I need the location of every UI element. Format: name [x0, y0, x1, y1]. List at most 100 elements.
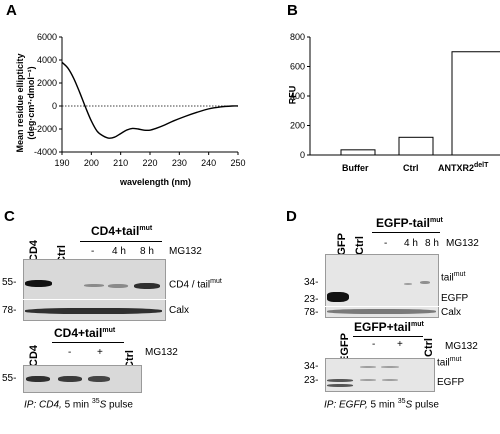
panel-b-ytick-label: 400	[290, 91, 305, 101]
panel-c-top-treat-2: 8 h	[140, 246, 154, 257]
panel-c-blot-divider	[23, 299, 166, 300]
panel-d-caption-iso: 35	[397, 398, 406, 405]
panel-a-xtick-label: 230	[172, 158, 187, 168]
panel-d-top-band-label-0: tailmut	[441, 271, 465, 283]
panel-b-ytick-label: 200	[290, 121, 305, 131]
panel-b-label: B	[287, 2, 298, 19]
panel-a-ytick-label: -4000	[34, 147, 57, 157]
panel-a-xtick-label: 210	[113, 158, 128, 168]
panel-d-top-group-sup: mut	[430, 217, 443, 224]
panel-d-band-tail-1	[404, 283, 412, 285]
panel-c-top-mw-78: 78-	[2, 305, 17, 316]
panel-a-ytick-label: 2000	[37, 78, 57, 88]
panel-d-bottom-group-text: EGFP+tail	[354, 320, 412, 334]
panel-c-bottom-group-sup: mut	[102, 327, 116, 334]
panel-c-bottom-band-1	[26, 376, 50, 382]
panel-c-top-mw-55: 55-	[2, 277, 17, 288]
panel-d-top-lane-ctrl: Ctrl	[354, 236, 366, 255]
panel-a-ytick-label: 0	[52, 101, 57, 111]
panel-b-xlabel-2: ANTXR2delT	[438, 162, 488, 173]
panel-c-top-band-label-0-sup: mut	[210, 278, 222, 285]
panel-d-band-egfp	[327, 292, 349, 302]
panel-c-band-cd4	[25, 280, 52, 287]
panel-b-ytick-label: 800	[290, 32, 305, 42]
panel-d-bottom-band-tail-1	[360, 366, 376, 368]
panel-c-top-drug: MG132	[169, 246, 202, 257]
panel-d-bottom-band-label-0: tailmut	[437, 356, 461, 368]
panel-d-bottom-treat-0: -	[372, 339, 376, 350]
panel-c-bottom-treat-1: +	[97, 347, 103, 358]
panel-d-bottom-band-egfp-4	[382, 379, 398, 381]
panel-c-bottom-mw-55: 55-	[2, 373, 17, 384]
panel-a-xtick-label: 250	[230, 158, 245, 168]
panel-a-ytick-label: 6000	[37, 32, 57, 42]
panel-d-top-treat-2: 8 h	[425, 238, 439, 249]
panel-d-caption-rest: 5 min	[367, 399, 398, 411]
panel-c-bottom-lane-cd4: CD4	[28, 344, 40, 367]
panel-c-band-calx	[25, 308, 162, 314]
panel-b-ytick-label: 600	[290, 62, 305, 72]
panel-b-xlabel-2-sup: delT	[474, 162, 489, 169]
panel-d-blot-divider	[325, 306, 439, 307]
panel-d-bottom-drug: MG132	[445, 341, 478, 352]
panel-d-label: D	[286, 208, 297, 225]
panel-d-top-band-label-0-sup: mut	[453, 271, 466, 278]
panel-d-top-mw-23: 23-	[304, 294, 319, 305]
panel-d-bottom-lane-ctrl: Ctrl	[423, 338, 435, 357]
panel-c-top-band-label-0: CD4 / tailmut	[169, 278, 222, 290]
panel-d-top-blot	[325, 254, 439, 318]
panel-d-top-mw-34: 34-	[304, 277, 319, 288]
panel-c-caption-s: S	[99, 399, 107, 411]
panel-c-caption-end: pulse	[106, 399, 133, 411]
panel-d-bottom-band-label-1: EGFP	[437, 377, 465, 388]
panel-d-bottom-band-egfp-1	[327, 379, 353, 382]
panel-b-xlabel-2-text: ANTXR2	[438, 163, 475, 173]
panel-d-caption: IP: EGFP, 5 min 35S pulse	[324, 398, 439, 410]
panel-c-caption-rest: 5 min	[61, 399, 92, 411]
panel-d-bottom-group-sup: mut	[411, 321, 424, 328]
panel-d-top-band-label-1: EGFP	[441, 293, 469, 304]
panel-c-band-tail-3	[134, 283, 160, 289]
panel-a-xtick-label: 240	[201, 158, 216, 168]
panel-c-bottom-group-text: CD4+tail	[54, 326, 103, 340]
panel-c-bottom-treat-0: -	[68, 347, 72, 358]
panel-d-bottom-band-label-0-text: tail	[437, 357, 450, 369]
panel-d-bottom-group-line	[353, 336, 423, 337]
panel-b-bar-1	[398, 136, 434, 156]
panel-c-label: C	[4, 208, 15, 225]
panel-c-bottom-band-2	[58, 376, 82, 382]
panel-c-top-group-line	[80, 241, 162, 242]
panel-c-caption-iso: 35	[91, 398, 100, 405]
panel-c-top-group-sup: mut	[139, 225, 153, 232]
panel-c-band-tail-1	[84, 284, 104, 287]
panel-d-caption-s: S	[405, 399, 413, 411]
panel-a-ytick-label: -2000	[34, 124, 57, 134]
panel-c-top-band-label-0-text: CD4 / tail	[169, 279, 211, 291]
panel-b-bar-2	[451, 51, 500, 156]
panel-a-xlabel: wavelength (nm)	[120, 177, 192, 187]
panel-b-xlabel-1: Ctrl	[403, 163, 419, 173]
panel-d-band-calx	[327, 309, 436, 314]
panel-d-caption-ip: IP: EGFP,	[324, 399, 368, 411]
panel-c-bottom-group-line	[52, 342, 124, 343]
panel-d-bottom-treat-1: +	[397, 339, 403, 350]
panel-d-bottom-band-egfp-2	[327, 384, 353, 387]
panel-a-xtick-label: 220	[142, 158, 157, 168]
panel-a-xtick-label: 190	[54, 158, 69, 168]
panel-d-bottom-band-egfp-3	[360, 379, 376, 381]
panel-a-cd-spectrum-line	[61, 61, 239, 139]
panel-d-top-group-text: EGFP-tail	[376, 216, 431, 230]
panel-d-top-group-line	[372, 232, 440, 233]
panel-c-top-treat-0: -	[91, 246, 95, 257]
panel-a-ytick-label: 4000	[37, 55, 57, 65]
panel-d-top-treat-0: -	[384, 238, 388, 249]
panel-d-top-mw-78: 78-	[304, 307, 319, 318]
panel-c-top-group: CD4+tailmut	[91, 224, 152, 238]
panel-c-top-group-text: CD4+tail	[91, 224, 140, 238]
panel-b-bar-0	[340, 149, 376, 156]
panel-d-bottom-mw-23: 23-	[304, 375, 319, 386]
panel-a-label: A	[6, 2, 17, 19]
panel-d-bottom-band-label-0-sup: mut	[449, 356, 462, 363]
panel-d-band-tail-2	[420, 281, 430, 284]
